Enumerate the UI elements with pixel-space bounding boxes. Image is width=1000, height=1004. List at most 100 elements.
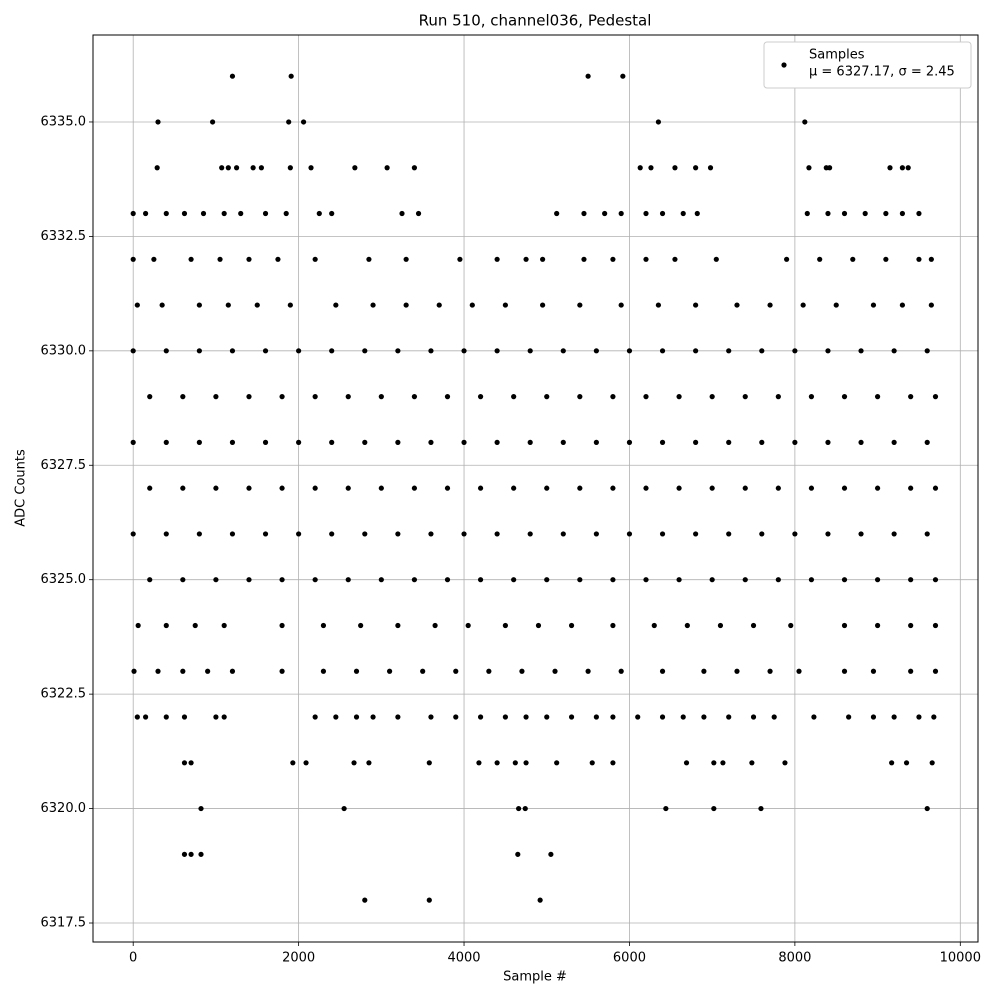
sample-point bbox=[494, 531, 500, 537]
sample-point bbox=[610, 622, 616, 629]
x-tick-label: 4000 bbox=[447, 951, 480, 966]
sample-point bbox=[693, 302, 699, 308]
sample-point bbox=[181, 760, 188, 766]
sample-point bbox=[560, 439, 566, 445]
sample-point bbox=[593, 348, 599, 354]
sample-point bbox=[329, 348, 335, 354]
sample-point bbox=[213, 485, 219, 491]
sample-point bbox=[469, 302, 475, 308]
sample-point bbox=[494, 256, 500, 262]
sample-point bbox=[428, 531, 434, 537]
sample-point bbox=[494, 760, 500, 766]
sample-point bbox=[659, 210, 666, 217]
sample-point bbox=[734, 668, 740, 674]
sample-point bbox=[290, 760, 296, 766]
sample-point bbox=[181, 210, 188, 217]
sample-point bbox=[905, 165, 911, 171]
sample-point bbox=[511, 577, 517, 583]
sample-point bbox=[296, 439, 302, 445]
sample-point bbox=[527, 531, 533, 537]
sample-point bbox=[659, 531, 666, 537]
sample-point bbox=[221, 622, 227, 629]
sample-point bbox=[155, 668, 161, 674]
sample-point bbox=[345, 485, 351, 491]
sample-point bbox=[841, 485, 848, 491]
sample-point bbox=[552, 668, 558, 674]
sample-point bbox=[577, 577, 583, 583]
sample-point bbox=[775, 577, 781, 583]
sample-point bbox=[213, 394, 219, 400]
sample-point bbox=[432, 622, 438, 629]
sample-point bbox=[494, 348, 500, 354]
sample-point bbox=[709, 577, 715, 583]
sample-point bbox=[749, 760, 755, 766]
sample-point bbox=[811, 714, 817, 720]
sample-point bbox=[577, 302, 583, 308]
sample-point bbox=[219, 165, 225, 171]
sample-point bbox=[568, 714, 575, 720]
sample-point bbox=[874, 485, 881, 491]
sample-point bbox=[932, 668, 939, 674]
sample-point bbox=[511, 485, 517, 491]
sample-point bbox=[275, 256, 281, 262]
sample-point bbox=[929, 760, 935, 766]
sample-point bbox=[726, 531, 732, 537]
sample-point bbox=[262, 531, 269, 537]
sample-point bbox=[461, 439, 467, 445]
sample-point bbox=[924, 531, 930, 537]
sample-point bbox=[192, 622, 198, 629]
sample-point bbox=[320, 668, 327, 674]
sample-point bbox=[395, 622, 401, 629]
sample-point bbox=[453, 668, 459, 674]
sample-point bbox=[870, 668, 877, 674]
sample-point bbox=[870, 714, 877, 720]
y-tick-label: 6320.0 bbox=[41, 801, 87, 816]
sample-point bbox=[932, 577, 939, 583]
legend-label: Samples bbox=[809, 48, 865, 63]
y-tick-label: 6317.5 bbox=[41, 916, 87, 931]
sample-point bbox=[515, 851, 521, 857]
sample-point bbox=[217, 256, 223, 262]
sample-point bbox=[341, 805, 347, 812]
sample-point bbox=[655, 119, 662, 125]
sample-point bbox=[329, 210, 335, 217]
sample-point bbox=[312, 485, 318, 491]
sample-point bbox=[560, 531, 566, 537]
sample-point bbox=[279, 394, 285, 400]
sample-point bbox=[775, 394, 781, 400]
sample-point bbox=[395, 714, 401, 720]
sample-point bbox=[155, 119, 161, 125]
sample-point bbox=[395, 531, 401, 537]
sample-point bbox=[188, 760, 194, 766]
sample-point bbox=[154, 165, 160, 171]
sample-point bbox=[519, 668, 525, 674]
sample-point bbox=[841, 577, 848, 583]
sample-point bbox=[734, 302, 740, 308]
sample-point bbox=[916, 256, 922, 262]
sample-point bbox=[353, 668, 360, 674]
sample-point bbox=[143, 714, 149, 720]
sample-point bbox=[312, 256, 318, 262]
sample-point bbox=[742, 577, 748, 583]
sample-point bbox=[130, 256, 136, 262]
sample-point bbox=[163, 210, 169, 217]
sample-point bbox=[395, 348, 401, 354]
sample-point bbox=[825, 348, 831, 354]
sample-point bbox=[931, 714, 937, 720]
legend-marker bbox=[781, 62, 787, 68]
sample-point bbox=[477, 485, 484, 491]
sample-point bbox=[680, 714, 686, 720]
sample-point bbox=[213, 714, 219, 720]
sample-point bbox=[287, 302, 293, 308]
sample-point bbox=[426, 897, 432, 903]
sample-point bbox=[279, 577, 285, 583]
sample-point bbox=[676, 485, 682, 491]
sample-point bbox=[659, 439, 666, 445]
sample-point bbox=[366, 760, 372, 766]
sample-point bbox=[610, 577, 616, 583]
plot-frame bbox=[92, 34, 979, 943]
sample-point bbox=[648, 165, 654, 171]
sample-point bbox=[643, 256, 649, 262]
sample-point bbox=[800, 302, 806, 308]
sample-point bbox=[850, 256, 856, 262]
